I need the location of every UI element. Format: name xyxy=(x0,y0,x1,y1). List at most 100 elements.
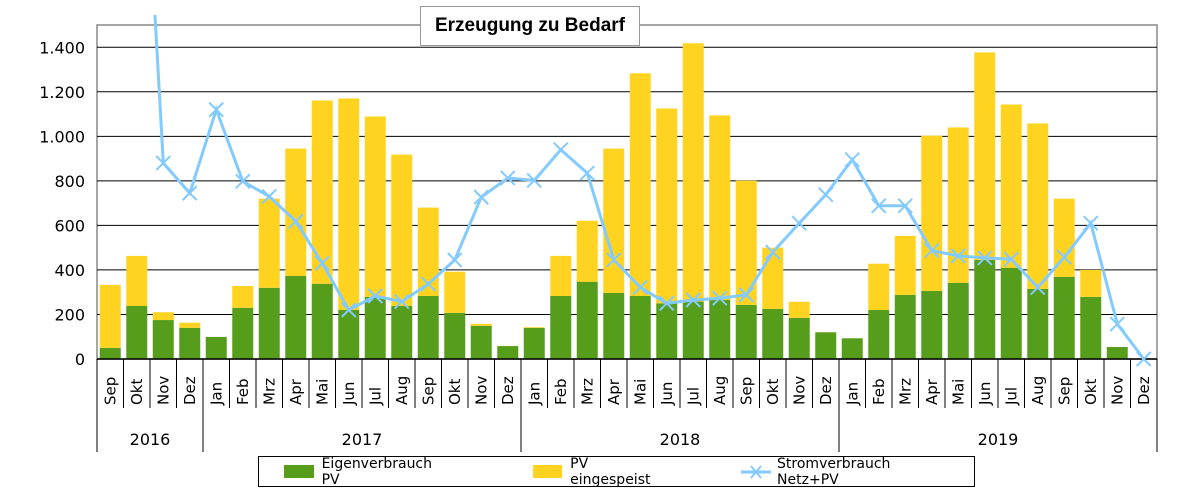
month-label: Jan xyxy=(525,382,543,406)
bar-eingespeist xyxy=(682,43,704,302)
bar-eigenverbrauch xyxy=(179,327,201,359)
bar-eigenverbrauch xyxy=(576,281,598,359)
month-label: Feb xyxy=(234,378,252,405)
line-marker xyxy=(791,215,807,231)
line-marker xyxy=(977,250,993,266)
bar-eigenverbrauch xyxy=(285,275,307,359)
bar-eingespeist xyxy=(1000,104,1022,268)
bar-eigenverbrauch xyxy=(1027,288,1049,359)
line-marker xyxy=(765,244,781,260)
line-marker xyxy=(1030,279,1046,296)
month-label: Okt xyxy=(128,379,146,405)
bar-eigenverbrauch xyxy=(205,336,227,359)
bar-eigenverbrauch xyxy=(629,295,651,359)
legend-item-stromverbrauch: Stromverbrauch Netz+PV xyxy=(741,456,954,488)
line-marker xyxy=(261,188,277,205)
line-marker xyxy=(871,198,887,214)
bar-eigenverbrauch xyxy=(735,304,757,359)
bar-eingespeist xyxy=(417,207,439,296)
bar-eigenverbrauch xyxy=(417,295,439,359)
year-label: 2017 xyxy=(342,430,383,449)
line-marker xyxy=(712,290,728,306)
line-marker xyxy=(367,288,383,304)
legend-label: Eigenverbrauch PV xyxy=(321,455,433,488)
legend-item-eigenverbrauch: Eigenverbrauch PV xyxy=(284,456,453,488)
bar-eingespeist xyxy=(179,322,201,328)
line-marker xyxy=(1083,215,1099,231)
line-marker xyxy=(897,198,913,214)
month-label: Okt xyxy=(764,379,782,405)
bar-eigenverbrauch xyxy=(470,325,492,359)
bar-eigenverbrauch xyxy=(391,306,413,359)
bar-eingespeist xyxy=(735,180,757,305)
bar-eigenverbrauch xyxy=(894,294,916,359)
line-marker xyxy=(341,302,357,318)
month-label: Okt xyxy=(446,379,464,405)
line-marker xyxy=(1056,249,1072,265)
bar-eingespeist xyxy=(1027,123,1049,289)
line-marker xyxy=(208,101,224,118)
year-label: 2016 xyxy=(130,430,171,449)
bar-eingespeist xyxy=(99,284,121,348)
line-marker xyxy=(1003,251,1019,267)
month-label: Feb xyxy=(870,378,888,405)
bar-eingespeist xyxy=(232,285,254,308)
month-label: Mrz xyxy=(260,378,278,405)
line-marker xyxy=(818,186,834,203)
bar-eingespeist xyxy=(444,271,466,313)
legend-swatch-green xyxy=(284,465,314,478)
line-marker xyxy=(155,155,171,171)
line-marker xyxy=(844,152,860,168)
bar-eingespeist xyxy=(126,255,148,307)
month-label: Feb xyxy=(552,378,570,405)
line-marker xyxy=(182,185,198,201)
month-label: Nov xyxy=(154,376,172,405)
bar-eingespeist xyxy=(629,73,651,296)
bar-eigenverbrauch xyxy=(152,320,174,359)
legend: Eigenverbrauch PV PV eingespeist Stromve… xyxy=(258,456,975,488)
line-marker xyxy=(394,293,410,310)
bar-eingespeist xyxy=(311,100,333,284)
bar-eingespeist xyxy=(470,323,492,326)
bar-eigenverbrauch xyxy=(550,295,572,359)
month-label: Mai xyxy=(949,379,967,405)
line-marker xyxy=(579,165,595,181)
month-label: Nov xyxy=(472,376,490,405)
series-line-group xyxy=(153,15,1152,367)
bar-eingespeist xyxy=(868,263,890,311)
line-marker xyxy=(447,252,463,268)
bar-eigenverbrauch xyxy=(762,308,784,359)
y-tick-label: 400 xyxy=(54,261,85,280)
y-tick-label: 1.000 xyxy=(39,127,85,146)
year-label: 2019 xyxy=(978,430,1019,449)
bar-eingespeist xyxy=(391,154,413,307)
bar-eigenverbrauch xyxy=(682,301,704,359)
month-label: Apr xyxy=(923,378,941,405)
bar-eingespeist xyxy=(285,148,307,276)
bar-eigenverbrauch xyxy=(1053,276,1075,359)
plot-area xyxy=(96,24,1158,360)
month-label: Mai xyxy=(313,379,331,405)
month-label: Mai xyxy=(631,379,649,405)
bar-eigenverbrauch xyxy=(99,347,121,359)
bar-eingespeist xyxy=(709,115,731,300)
month-label: Jun xyxy=(340,382,358,406)
line-marker xyxy=(738,287,754,303)
month-label: Jul xyxy=(1002,387,1020,406)
month-label: Jan xyxy=(843,382,861,406)
bar-eingespeist xyxy=(656,108,678,304)
bar-eigenverbrauch xyxy=(815,332,837,359)
bar-eigenverbrauch xyxy=(126,306,148,359)
bar-eigenverbrauch xyxy=(444,312,466,359)
bar-eigenverbrauch xyxy=(364,296,386,359)
month-label: Apr xyxy=(605,378,623,405)
month-label: Nov xyxy=(1108,376,1126,405)
month-label: Jan xyxy=(207,382,225,406)
line-marker xyxy=(685,292,701,308)
legend-swatch-yellow xyxy=(532,465,563,478)
bar-eigenverbrauch xyxy=(1080,296,1102,359)
month-label: Sep xyxy=(101,377,119,405)
month-label: Jul xyxy=(366,387,384,406)
legend-label: Stromverbrauch Netz+PV xyxy=(777,455,891,488)
